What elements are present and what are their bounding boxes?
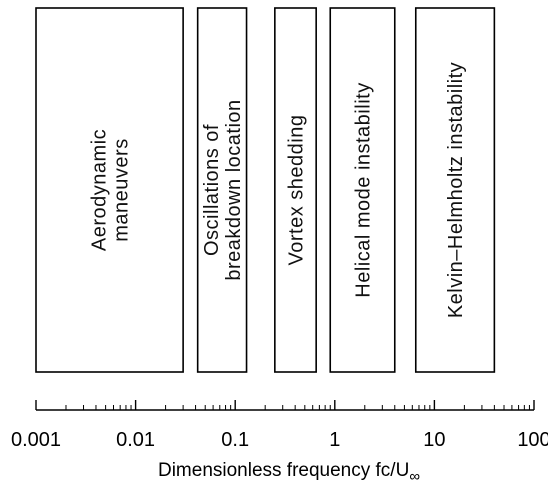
x-tick-label: 0.1 xyxy=(221,429,249,451)
band-label-oscillations-of-breakdown-location-line1: Oscillations of xyxy=(201,124,223,256)
band-label-aerodynamic-maneuvers-line2: maneuvers xyxy=(111,138,133,241)
x-tick-label: 100 xyxy=(517,429,548,451)
x-axis-title-main: Dimensionless frequency fc/U xyxy=(158,460,409,481)
band-label-oscillations-of-breakdown-location-line2: breakdown location xyxy=(223,99,245,280)
band-layer: Aerodynamic maneuvers Oscillations of break… xyxy=(35,7,496,373)
x-tick-label: 0.001 xyxy=(11,429,61,451)
band-helical-mode-instability xyxy=(329,7,396,373)
band-label-aerodynamic-maneuvers-line1: Aerodynamic xyxy=(89,129,111,251)
x-tick-label: 0.01 xyxy=(116,429,155,451)
x-tick-labels: 0.001 0.01 0.1 1 10 100 xyxy=(11,429,548,451)
band-vortex-shedding xyxy=(274,7,317,373)
band-oscillations-of-breakdown-location xyxy=(196,7,248,373)
band-label-kelvin-helmholtz-instability-line1: Kelvin–Helmholtz instability xyxy=(445,62,467,318)
band-aerodynamic-maneuvers xyxy=(35,7,184,373)
x-tick-label: 1 xyxy=(329,429,340,451)
x-axis xyxy=(35,400,535,411)
x-axis-title: Dimensionless frequency fc/U∞ xyxy=(158,460,420,485)
band-label-helical-mode-instability-line1: Helical mode instability xyxy=(353,82,375,297)
x-axis-title-subscript: ∞ xyxy=(409,468,420,485)
band-label-vortex-shedding-line1: Vortex shedding xyxy=(286,115,308,266)
x-tick-label: 10 xyxy=(423,429,445,451)
band-kelvin-helmholtz-instability xyxy=(414,7,496,373)
